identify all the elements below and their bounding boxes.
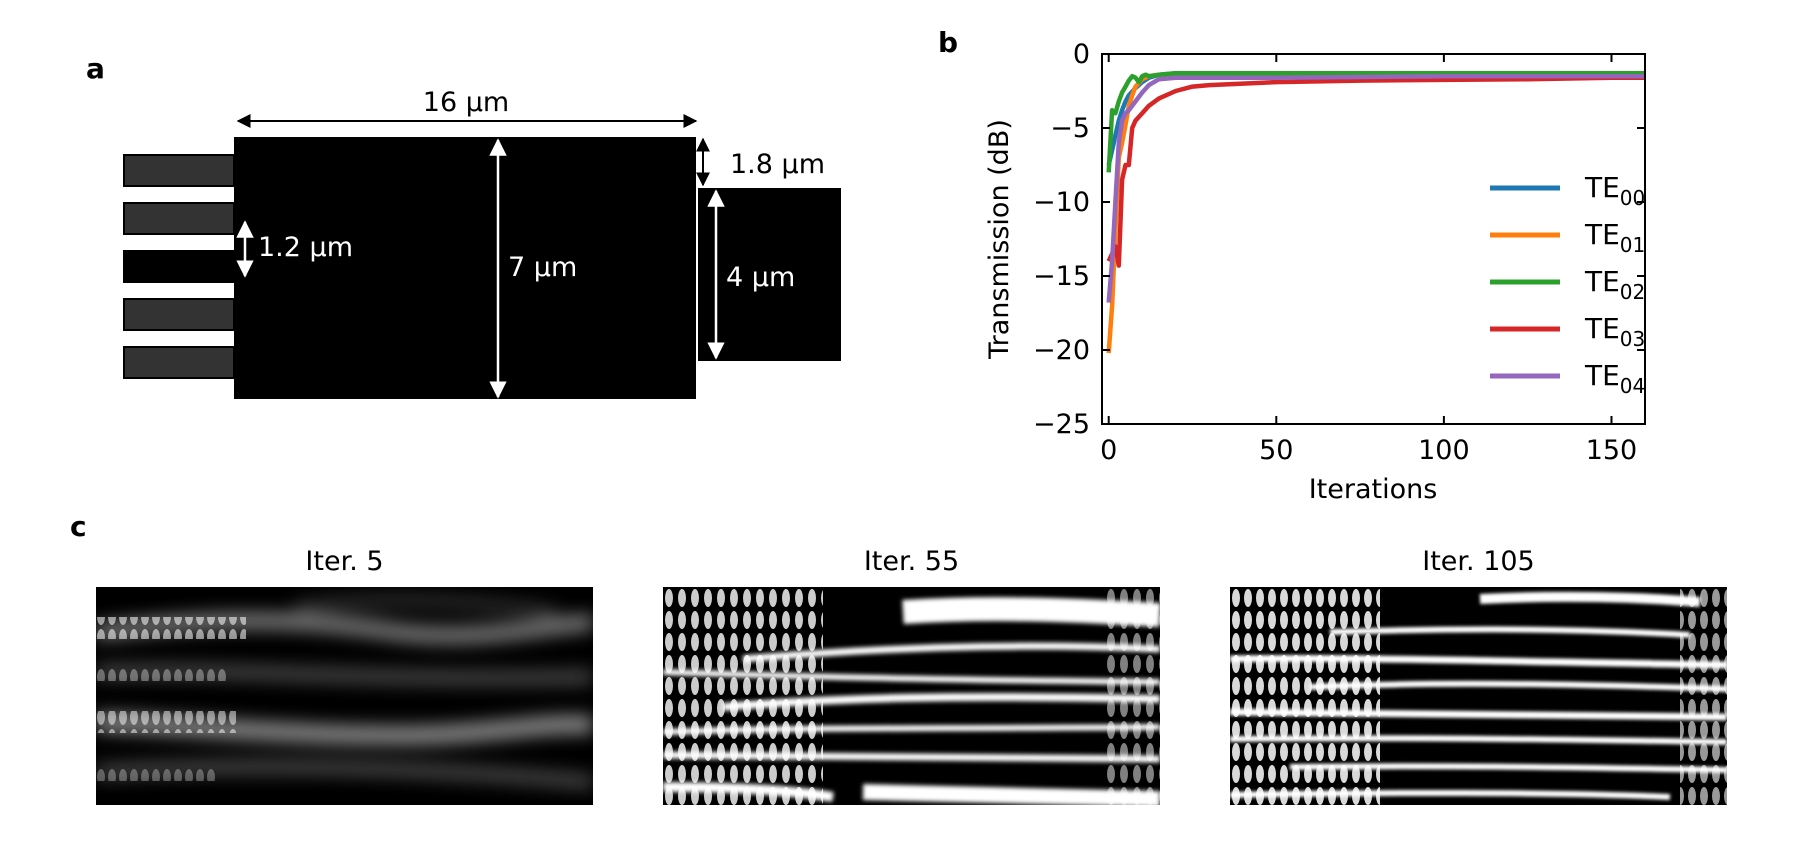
field-image-iter-105 — [1230, 587, 1727, 805]
input-waveguide-2 — [123, 202, 235, 235]
legend-label-te02: TE02 — [1584, 265, 1645, 304]
pitch-dimension-label: 1.2 µm — [258, 232, 353, 263]
legend-label-te03: TE03 — [1584, 312, 1645, 351]
y-tick-label: 0 — [1073, 39, 1090, 70]
input-waveguide-1 — [123, 154, 235, 187]
series-line-te02 — [1106, 70, 1645, 173]
input-waveguide-4 — [123, 298, 235, 331]
panel-label-b: b — [938, 26, 959, 59]
input-waveguide-5 — [123, 346, 235, 379]
design-region — [234, 137, 696, 399]
field-image-iter-55 — [663, 587, 1160, 805]
output-width-label: 4 µm — [726, 262, 795, 293]
y-tick-label: −15 — [1033, 261, 1090, 292]
y-tick-label: −20 — [1033, 335, 1090, 366]
y-tick-label: −5 — [1050, 113, 1090, 144]
input-waveguide-3 — [123, 250, 235, 283]
y-tick-label: −25 — [1033, 409, 1090, 440]
x-tick-label: 0 — [1100, 435, 1117, 466]
x-tick-label: 150 — [1586, 435, 1638, 466]
plot-frame — [1101, 53, 1646, 425]
field-image-iter-5 — [96, 587, 593, 805]
x-tick-label: 50 — [1259, 435, 1293, 466]
y-axis-label: Transmission (dB) — [984, 119, 1015, 360]
legend-label-te04: TE04 — [1584, 359, 1645, 398]
legend-label-te01: TE01 — [1584, 218, 1645, 257]
panel-label-c: c — [70, 510, 87, 543]
transmission-chart: 0 50 100 150 0 −5 −10 −15 −20 −25 Iterations Tran… — [984, 39, 1646, 505]
series-line-te01 — [1106, 72, 1645, 354]
width-dimension-label: 16 µm — [423, 87, 509, 118]
y-tick-label: −10 — [1033, 187, 1090, 218]
series-line-te04 — [1106, 73, 1645, 303]
height-dimension-label: 7 µm — [508, 252, 577, 283]
field-title-iter-55: Iter. 55 — [863, 546, 960, 577]
device-schematic: 16 µm 7 µm 1.2 µm 1.8 µm 4 µm — [123, 87, 841, 399]
field-title-iter-5: Iter. 5 — [305, 546, 384, 577]
field-title-iter-105: Iter. 105 — [1422, 546, 1535, 577]
x-tick-label: 100 — [1418, 435, 1470, 466]
offset-dimension-label: 1.8 µm — [730, 149, 825, 180]
panel-label-a: a — [86, 52, 105, 85]
legend-label-te00: TE00 — [1584, 171, 1645, 210]
x-axis-label: Iterations — [1309, 474, 1438, 505]
series-line-te03 — [1106, 75, 1645, 268]
